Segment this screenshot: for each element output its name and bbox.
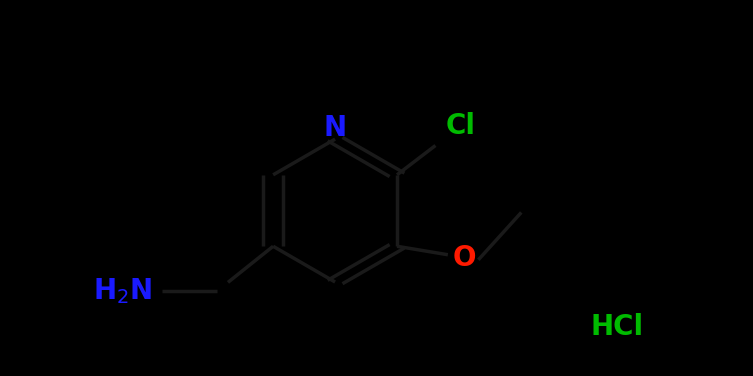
Text: N: N — [324, 114, 346, 142]
Text: Cl: Cl — [446, 112, 476, 140]
Text: H$_2$N: H$_2$N — [93, 276, 153, 306]
Text: HCl: HCl — [591, 313, 644, 341]
Text: O: O — [453, 244, 477, 271]
